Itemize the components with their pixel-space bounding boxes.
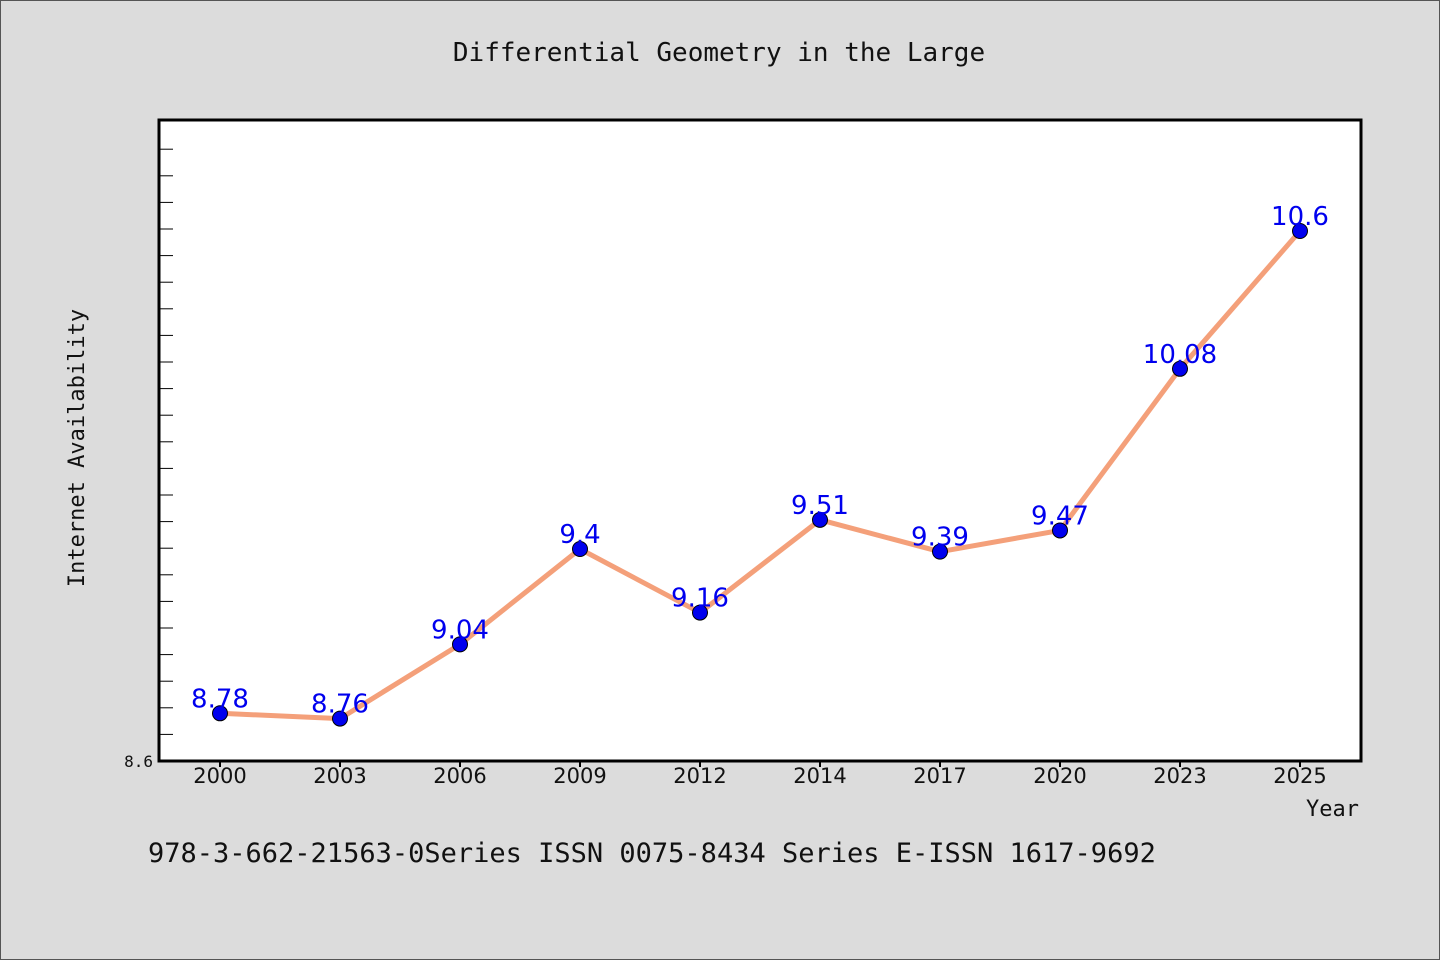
data-label: 9.47 — [1031, 501, 1089, 531]
y-axis-label: Internet Availability — [65, 309, 90, 587]
series-line — [219, 229, 1302, 722]
x-tick-label: 2003 — [313, 764, 366, 788]
x-tick-label: 2000 — [193, 764, 246, 788]
data-point — [1292, 223, 1308, 239]
data-point — [212, 705, 228, 722]
data-label: 9.39 — [911, 523, 969, 553]
plot-area — [157, 118, 1363, 763]
chart-title: Differential Geometry in the Large — [453, 38, 985, 68]
data-point — [812, 511, 828, 528]
x-axis-label: Year — [1306, 797, 1359, 822]
data-label: 8.78 — [191, 684, 249, 714]
x-tick-label: 2009 — [553, 764, 606, 788]
data-point — [572, 541, 588, 557]
x-tick-label: 2012 — [673, 764, 726, 788]
data-label: 9.51 — [791, 491, 849, 521]
x-tick-label: 2023 — [1153, 764, 1206, 788]
data-point — [332, 710, 348, 727]
data-point — [1172, 360, 1188, 377]
footer-text: 978-3-662-21563-0Series ISSN 0075-8434 S… — [148, 838, 1156, 869]
x-tick-label: 2017 — [913, 764, 966, 788]
x-tick-label: 2014 — [793, 764, 846, 788]
data-labels: 8.78 8.76 9.04 9.4 9.16 9.51 9.39 9.47 10.08 10.6 — [191, 202, 1329, 720]
data-point — [452, 636, 468, 653]
x-tick-label: 2025 — [1273, 764, 1326, 788]
data-label: 10.6 — [1271, 202, 1329, 232]
x-tick-label: 2020 — [1033, 764, 1086, 788]
data-label: 9.04 — [431, 615, 489, 645]
data-label: 9.16 — [671, 584, 729, 614]
series-line-group — [219, 229, 1302, 722]
data-point — [692, 604, 708, 621]
data-point — [932, 543, 948, 560]
data-label: 10.08 — [1143, 340, 1217, 370]
y-tick-label: 8.6 — [124, 752, 153, 771]
y-axis-ticks — [158, 148, 173, 762]
data-label: 9.4 — [559, 520, 600, 550]
x-axis: 2000 2003 2006 2009 2012 2014 2017 2020 2023 2025 — [193, 761, 1327, 788]
data-label: 8.76 — [311, 690, 369, 720]
data-markers — [212, 223, 1308, 727]
x-tick-label: 2006 — [433, 764, 486, 788]
data-point — [1052, 522, 1068, 539]
